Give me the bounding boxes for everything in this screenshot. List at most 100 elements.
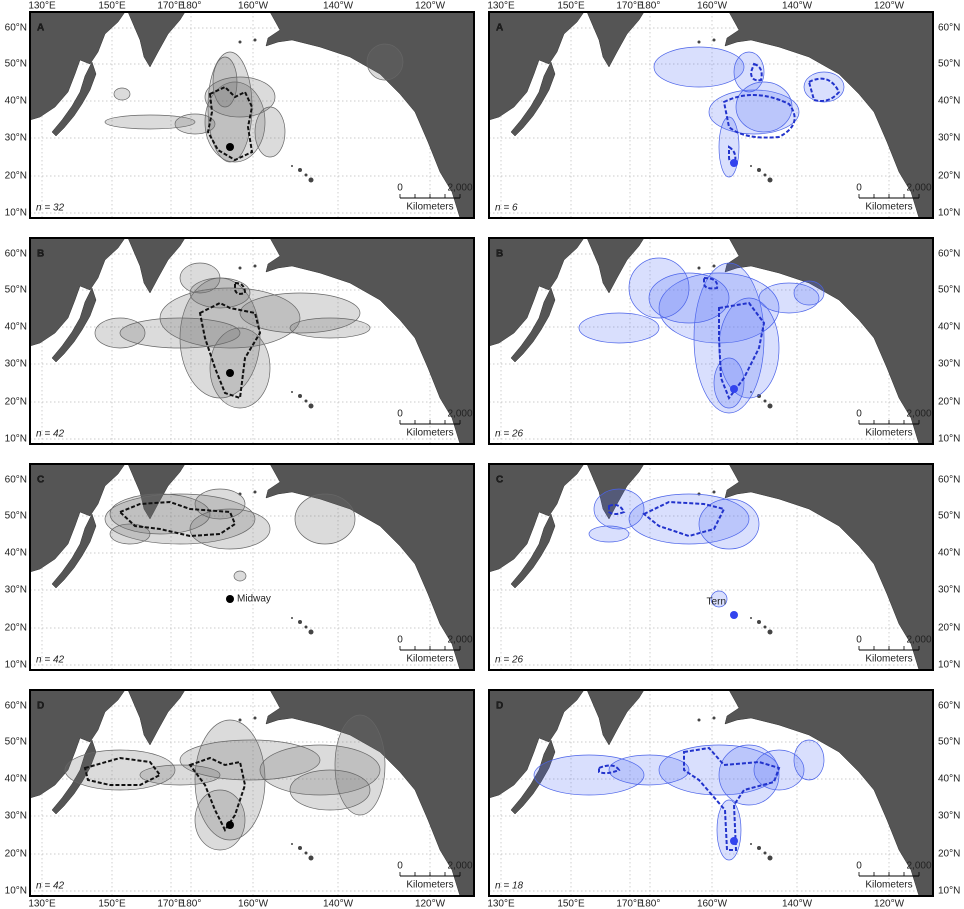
home-range <box>289 317 371 339</box>
colony-label: Tern <box>707 597 726 608</box>
island <box>767 855 773 861</box>
island <box>291 843 293 845</box>
island <box>304 625 308 629</box>
panel-letter: C <box>496 475 503 486</box>
lat-label: 60°N <box>938 701 960 712</box>
island <box>763 399 767 403</box>
home-range <box>733 51 765 93</box>
core-contour <box>642 500 726 538</box>
home-range <box>366 43 404 81</box>
island <box>767 177 773 183</box>
home-range <box>708 89 800 135</box>
core-contour <box>234 281 247 295</box>
lon-label: 140°W <box>782 1 813 12</box>
map-body: 0 2,000 Kilometers Bn = 26 <box>489 238 933 444</box>
home-range <box>174 113 216 135</box>
home-range <box>179 262 221 294</box>
map-panel: 0 2,000 Kilometers Dn = 18 <box>488 689 934 897</box>
home-range <box>793 739 825 781</box>
island <box>767 629 773 635</box>
map-panel: Tern 0 2,000 Kilometers Cn = 26 <box>488 463 934 671</box>
home-range <box>254 106 286 158</box>
home-range <box>718 744 780 806</box>
scale-unit: Kilometers <box>865 880 912 891</box>
home-range <box>294 493 356 545</box>
scale-start: 0 <box>856 183 862 194</box>
core-contour <box>703 276 719 290</box>
home-range <box>194 789 246 851</box>
map-panel: 0 2,000 Kilometers Dn = 42 <box>29 689 475 897</box>
map-body: 0 2,000 Kilometers Bn = 42 <box>30 238 474 444</box>
island <box>712 490 716 494</box>
home-range <box>578 312 660 344</box>
lon-label: 120°W <box>874 1 905 12</box>
scale-start: 0 <box>397 635 403 646</box>
home-range <box>109 523 151 545</box>
colony <box>730 611 738 619</box>
lon-label: 150°E <box>98 1 126 12</box>
home-range <box>159 287 301 349</box>
colony <box>730 385 738 393</box>
lat-label: 10°N <box>5 434 27 445</box>
lon-label: 160°W <box>697 899 728 909</box>
scale-start: 0 <box>856 635 862 646</box>
panel-border <box>29 463 475 671</box>
home-range <box>239 292 361 334</box>
lat-label: 30°N <box>5 585 27 596</box>
home-range <box>104 493 256 545</box>
home-range <box>334 714 386 816</box>
lat-label: 10°N <box>5 886 27 897</box>
lat-label: 50°N <box>5 737 27 748</box>
lon-label: 160°W <box>238 1 269 12</box>
lat-label: 30°N <box>938 585 960 596</box>
island <box>253 264 257 268</box>
scale-end: 2,000 <box>447 635 472 646</box>
lat-label: 60°N <box>938 23 960 34</box>
island <box>712 264 716 268</box>
island <box>253 490 257 494</box>
island <box>697 40 701 44</box>
island <box>308 177 314 183</box>
island <box>298 168 302 172</box>
home-range <box>588 525 630 543</box>
island <box>253 38 257 42</box>
lat-label: 40°N <box>5 96 27 107</box>
lat-label: 30°N <box>938 133 960 144</box>
sample-size: n = 26 <box>495 429 524 440</box>
island <box>291 165 293 167</box>
panel-letter: B <box>496 249 503 260</box>
scale-start: 0 <box>397 861 403 872</box>
lat-label: 30°N <box>938 811 960 822</box>
island <box>308 855 314 861</box>
home-range <box>803 71 845 103</box>
lat-label: 50°N <box>938 59 960 70</box>
map-body: Tern 0 2,000 Kilometers Cn = 26 <box>489 464 933 670</box>
home-range <box>793 280 825 306</box>
lat-label: 40°N <box>5 548 27 559</box>
sample-size: n = 42 <box>36 655 65 666</box>
lat-label: 30°N <box>5 359 27 370</box>
core-contour <box>718 301 766 401</box>
island <box>750 391 752 393</box>
lat-label: 40°N <box>938 96 960 107</box>
home-range <box>119 317 241 349</box>
lon-label: 140°W <box>323 1 354 12</box>
sample-size: n = 18 <box>495 881 524 892</box>
lon-label: 180° <box>640 1 661 12</box>
scale-unit: Kilometers <box>865 428 912 439</box>
lon-label: 130°E <box>28 899 56 909</box>
lon-label: 140°W <box>782 899 813 909</box>
scale-unit: Kilometers <box>865 202 912 213</box>
lat-label: 20°N <box>938 397 960 408</box>
island <box>712 38 716 42</box>
island <box>304 851 308 855</box>
lat-label: 20°N <box>938 171 960 182</box>
home-range <box>735 81 793 133</box>
scale-unit: Kilometers <box>406 202 453 213</box>
map-body: 0 2,000 Kilometers Dn = 18 <box>489 690 933 896</box>
core-contour <box>188 756 247 832</box>
panel-border <box>488 463 934 671</box>
scale-end: 2,000 <box>906 409 931 420</box>
home-range <box>209 327 271 409</box>
